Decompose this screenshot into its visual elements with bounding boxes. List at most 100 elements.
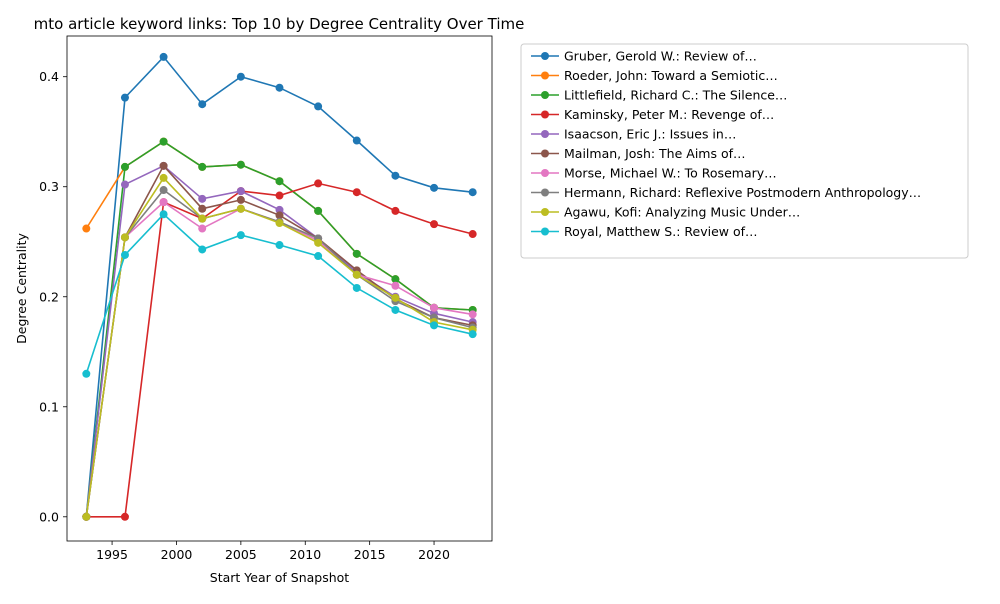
legend: Gruber, Gerold W.: Review of… Roeder, Joh… (520, 43, 969, 259)
data-point (468, 330, 477, 339)
data-point (352, 249, 361, 258)
data-point (468, 188, 477, 197)
data-point (391, 275, 400, 284)
legend-marker (541, 188, 549, 197)
data-point (275, 177, 284, 186)
legend-item: Kaminsky, Peter M.: Revenge of… (531, 107, 774, 122)
data-point (352, 188, 361, 197)
data-point (430, 220, 439, 229)
data-point (159, 186, 168, 195)
x-axis-title: Start Year of Snapshot (210, 570, 350, 585)
data-point (236, 204, 245, 213)
legend-item: Mailman, Josh: The Aims of… (531, 146, 746, 161)
legend-label: Hermann, Richard: Reflexive Postmodern A… (564, 185, 921, 200)
y-tick-label: 0.0 (39, 509, 59, 524)
data-point (120, 250, 129, 259)
legend-label: Mailman, Josh: The Aims of… (564, 146, 746, 161)
series-line (85, 55, 473, 517)
data-point (198, 224, 207, 233)
series-9 (82, 173, 477, 521)
data-point (275, 191, 284, 200)
data-point (430, 183, 439, 192)
data-point (352, 283, 361, 292)
data-point (198, 245, 207, 254)
data-point (120, 512, 129, 521)
legend-marker (541, 110, 549, 119)
legend-label: Roeder, John: Toward a Semiotic… (564, 68, 778, 83)
chart-title: mto article keyword links: Top 10 by Deg… (34, 15, 525, 33)
legend-label: Gruber, Gerold W.: Review of… (564, 49, 757, 64)
legend-item: Agawu, Kofi: Analyzing Music Under… (531, 205, 800, 220)
legend-label: Morse, Michael W.: To Rosemary… (564, 166, 777, 181)
data-point (391, 171, 400, 180)
data-point (314, 179, 323, 188)
data-point (391, 305, 400, 314)
data-point (352, 136, 361, 145)
data-point (468, 230, 477, 239)
series-4 (82, 179, 477, 521)
data-point (468, 310, 477, 319)
data-point (391, 281, 400, 290)
data-point (352, 270, 361, 279)
legend-marker (541, 52, 549, 60)
data-point (314, 102, 323, 111)
y-tick-label: 0.4 (39, 69, 59, 84)
legend-label: Isaacson, Eric J.: Issues in… (564, 127, 736, 142)
legend-marker (541, 71, 549, 80)
axes-frame (66, 35, 493, 542)
data-point (430, 303, 439, 312)
data-point (82, 369, 91, 378)
series-1 (82, 52, 477, 521)
data-point (314, 238, 323, 247)
data-point (198, 100, 207, 109)
data-point (430, 321, 439, 330)
series-line (86, 182, 473, 518)
data-point (82, 512, 91, 521)
legend-marker (541, 91, 549, 99)
legend-item: Roeder, John: Toward a Semiotic… (531, 68, 778, 83)
legend-item: Morse, Michael W.: To Rosemary… (531, 166, 777, 181)
plot-area (82, 52, 477, 521)
legend-marker (541, 227, 549, 236)
series-line (85, 176, 473, 517)
data-point (275, 205, 284, 214)
data-point (391, 293, 400, 302)
series-8 (82, 186, 477, 521)
y-tick-label: 0.2 (39, 289, 59, 304)
legend-marker (541, 130, 549, 138)
data-point (236, 195, 245, 204)
data-point (120, 233, 129, 242)
data-point (391, 206, 400, 215)
data-point (275, 211, 284, 220)
x-axis: 1995 2000 2005 2010 2015 2020 (96, 541, 450, 562)
data-point (275, 241, 284, 250)
legend-item: Isaacson, Eric J.: Issues in… (531, 127, 736, 142)
data-point (120, 180, 129, 189)
data-point (159, 137, 168, 146)
data-point (159, 198, 168, 207)
legend-label: Kaminsky, Peter M.: Revenge of… (564, 107, 774, 122)
data-point (314, 252, 323, 261)
legend-marker (541, 169, 549, 177)
data-point (120, 162, 129, 171)
data-point (198, 162, 207, 171)
x-tick-label: 2000 (161, 547, 193, 562)
data-point (82, 224, 91, 233)
data-point (159, 173, 168, 182)
y-axis: 0.0 0.1 0.2 0.3 0.4 (39, 69, 67, 524)
y-tick-label: 0.3 (39, 179, 59, 194)
data-point (159, 52, 168, 61)
data-point (198, 194, 207, 203)
data-point (275, 219, 284, 228)
y-axis-title: Degree Centrality (14, 233, 29, 344)
data-point (236, 187, 245, 196)
legend-frame (520, 43, 969, 259)
legend-item: Hermann, Richard: Reflexive Postmodern A… (531, 185, 921, 200)
data-point (198, 204, 207, 213)
data-point (275, 83, 284, 92)
legend-marker (541, 208, 549, 216)
legend-label: Littlefield, Richard C.: The Silence… (564, 88, 787, 103)
data-point (236, 72, 245, 81)
